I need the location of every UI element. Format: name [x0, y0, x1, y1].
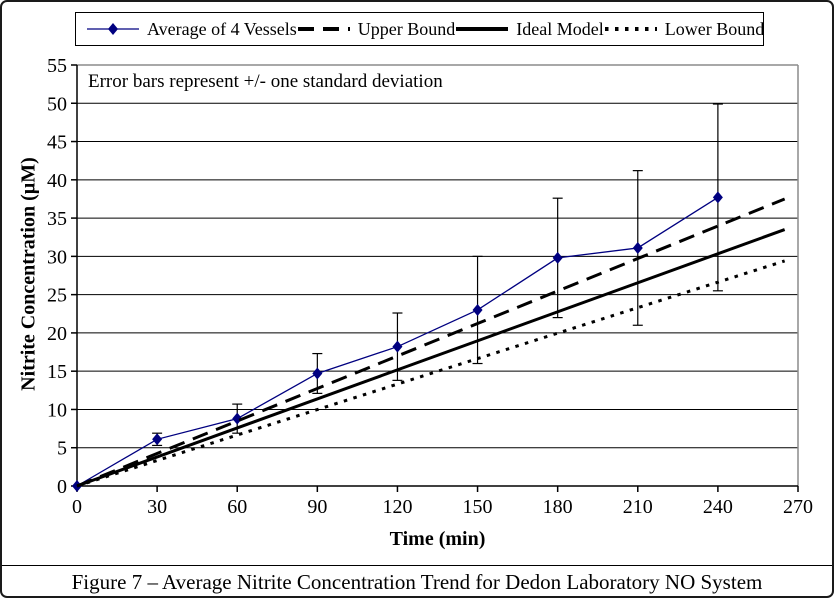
- y-tick-label: 35: [47, 208, 67, 230]
- y-tick-label: 50: [47, 93, 67, 115]
- x-tick-label: 150: [463, 496, 493, 518]
- x-tick-label: 0: [72, 496, 82, 518]
- x-tick-label: 60: [227, 496, 247, 518]
- y-tick-label: 5: [57, 438, 67, 460]
- legend-label: Ideal Model: [516, 18, 604, 39]
- x-tick-label: 240: [703, 496, 733, 518]
- y-tick-label: 45: [47, 132, 67, 154]
- y-tick-label: 40: [47, 170, 67, 192]
- y-tick-label: 15: [47, 361, 67, 383]
- y-tick-label: 10: [47, 399, 67, 421]
- legend-label: Upper Bound: [357, 18, 456, 39]
- x-tick-label: 270: [783, 496, 813, 518]
- error-bar-annotation: Error bars represent +/- one standard de…: [88, 71, 443, 92]
- series-solid-line: [76, 228, 786, 488]
- diamond-marker: [312, 367, 323, 380]
- legend-sample-icon: [297, 27, 350, 31]
- legend-item: Lower Bound: [604, 19, 764, 40]
- legend-item: Ideal Model: [455, 18, 604, 40]
- series-dashed-line: [76, 197, 786, 488]
- diamond-marker: [632, 241, 643, 254]
- diamond-marker: [232, 412, 243, 425]
- series-dotted-line: [76, 259, 786, 488]
- legend-diamond-icon: [108, 23, 118, 35]
- chart-plot-area: 0 5 10 15 20 25 30 35 40 45 50 55 0 30 60 90 120 150 180 21…: [47, 55, 813, 518]
- x-axis-title: Time (min): [389, 528, 486, 550]
- legend-sample-icon: [456, 27, 509, 31]
- diamond-marker: [392, 340, 403, 353]
- diamond-marker: [152, 433, 163, 446]
- y-tick-label: 30: [47, 246, 67, 268]
- diamond-marker: [472, 303, 483, 316]
- y-tick-label: 25: [47, 285, 67, 307]
- legend-item: Average of 4 Vessels: [86, 19, 297, 40]
- y-tick-label: 0: [57, 476, 67, 498]
- x-tick-label: 90: [307, 496, 327, 518]
- x-tick-label: 120: [382, 496, 412, 518]
- legend-item: Upper Bound: [297, 18, 456, 40]
- x-tick-label: 180: [543, 496, 573, 518]
- y-axis-title: Nitrite Concentration (µM): [17, 157, 40, 391]
- figure-caption: Figure 7 – Average Nitrite Concentration…: [2, 565, 832, 596]
- x-tick-label: 210: [623, 496, 653, 518]
- legend-sample-icon: [87, 23, 139, 35]
- chart-legend: Average of 4 Vessels Upper Bound Ideal Mod…: [75, 12, 764, 46]
- legend-label: Average of 4 Vessels: [147, 18, 297, 39]
- x-tick-label: 30: [147, 496, 167, 518]
- diamond-marker: [712, 191, 723, 204]
- y-tick-label: 55: [47, 55, 67, 77]
- y-tick-label: 20: [47, 323, 67, 345]
- legend-label: Lower Bound: [664, 18, 765, 39]
- diamond-marker: [552, 251, 563, 264]
- legend-sample-icon: [604, 27, 657, 31]
